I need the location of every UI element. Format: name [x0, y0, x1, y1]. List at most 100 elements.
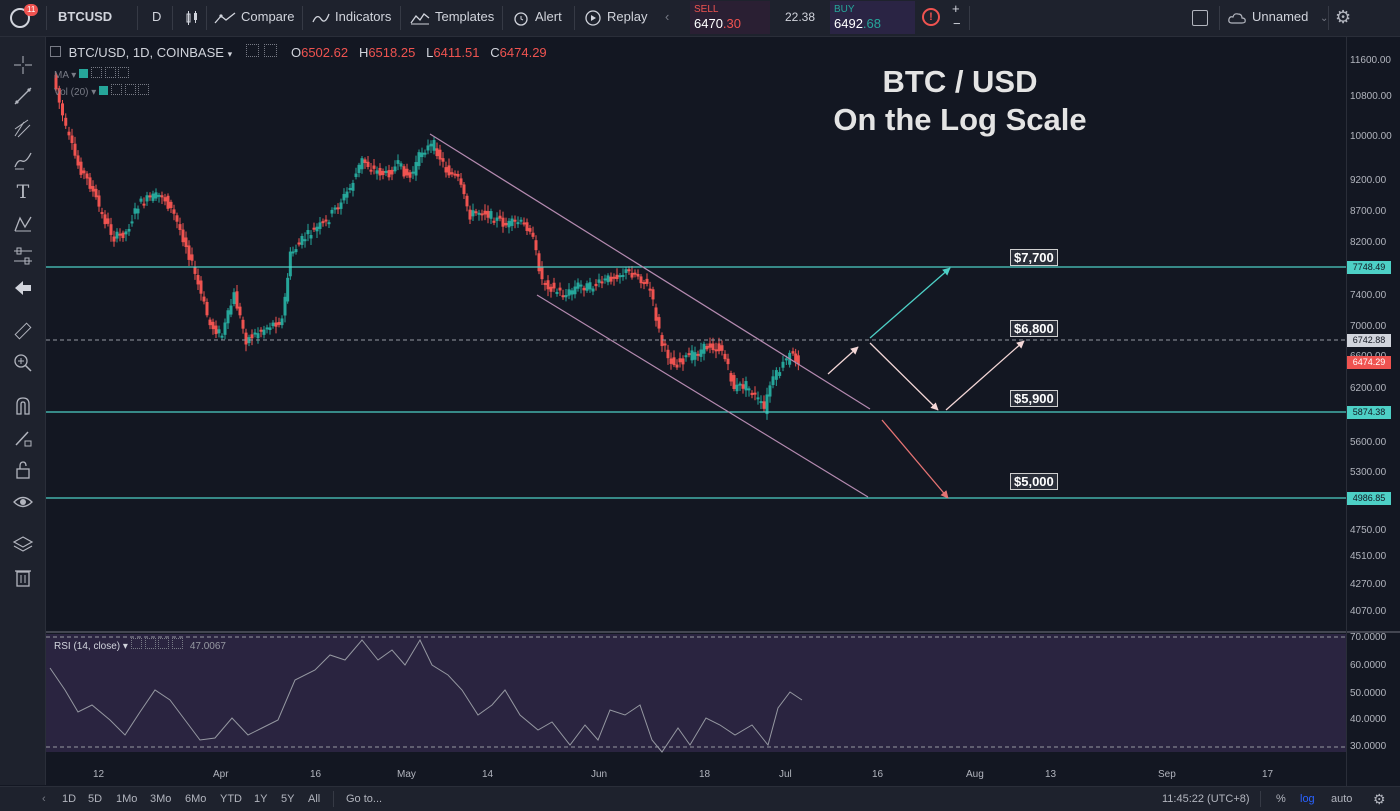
buy-panel[interactable]: BUY 6492.68	[830, 1, 915, 34]
candle-body	[654, 307, 658, 321]
ma-indicator-legend[interactable]: MA ▾	[54, 67, 130, 81]
annotation-title-line2: On the Log Scale	[833, 102, 1087, 137]
axis-box-5874: 5874.38	[1347, 406, 1391, 419]
range-button-1d[interactable]: 1D	[62, 793, 77, 805]
range-button-5d[interactable]: 5D	[88, 793, 103, 805]
pencil-lock-icon[interactable]	[12, 427, 34, 449]
candle-body	[324, 219, 328, 222]
range-button-5y[interactable]: 5Y	[281, 793, 295, 805]
goto-button[interactable]: Go to...	[346, 793, 383, 805]
candle-body	[423, 152, 427, 155]
pattern-icon[interactable]	[12, 213, 34, 235]
replay-button[interactable]: Replay	[584, 0, 647, 36]
trash-icon[interactable]	[12, 566, 34, 588]
candle-body	[393, 166, 397, 172]
templates-icon	[410, 12, 430, 25]
compare-icon	[214, 12, 236, 23]
ma-settings-icon[interactable]	[90, 67, 102, 78]
collapse-left-icon[interactable]: ‹	[42, 793, 46, 805]
candle-body	[597, 279, 601, 283]
log-scale-toggle[interactable]: log	[1300, 793, 1315, 805]
arrow-up-7700	[869, 267, 951, 339]
back-arrow-icon[interactable]	[12, 277, 34, 299]
candle-body	[778, 372, 782, 376]
legend-more-icon[interactable]	[264, 44, 278, 57]
ruler-icon[interactable]	[12, 320, 34, 342]
zoom-icon[interactable]	[12, 352, 34, 374]
fullscreen-icon[interactable]	[1192, 10, 1208, 26]
vol-settings-icon[interactable]	[110, 84, 122, 95]
vol-more-icon[interactable]	[138, 84, 150, 95]
range-button-1mo[interactable]: 1Mo	[116, 793, 138, 805]
symbol-search[interactable]: BTCUSD	[58, 9, 113, 24]
layout-menu[interactable]: Unnamed ⌄	[1227, 0, 1328, 36]
scale-settings-gear-icon[interactable]: ⚙	[1373, 791, 1386, 807]
candle-body	[558, 287, 562, 291]
date-axis-label: Sep	[1158, 769, 1176, 780]
chart-type-button[interactable]	[184, 0, 205, 36]
candle-body	[747, 388, 751, 391]
candle-body	[342, 194, 346, 201]
text-tool-icon[interactable]: T	[16, 181, 30, 203]
magnet-icon[interactable]	[12, 395, 34, 417]
rsi-settings-icon[interactable]	[144, 638, 156, 649]
clock[interactable]: 11:45:22 (UTC+8)	[1162, 793, 1250, 805]
prediction-icon[interactable]	[12, 245, 34, 267]
brush-icon[interactable]	[12, 149, 34, 171]
lock-icon[interactable]	[12, 459, 34, 481]
candle-body	[345, 191, 349, 198]
range-button-3mo[interactable]: 3Mo	[150, 793, 172, 805]
range-button-ytd[interactable]: YTD	[220, 793, 242, 805]
candle-body	[205, 302, 209, 316]
rsi-more-icon[interactable]	[172, 638, 184, 649]
crosshair-icon[interactable]	[12, 54, 34, 76]
zoom-out-icon[interactable]: −	[953, 16, 961, 31]
vol-close-icon[interactable]	[124, 84, 136, 95]
zoom-in-icon[interactable]: +	[952, 1, 960, 16]
rsi-legend[interactable]: RSI (14, close) ▾ 47.0067	[54, 638, 226, 652]
range-button-1y[interactable]: 1Y	[254, 793, 268, 805]
collapse-legend-icon[interactable]	[50, 46, 61, 57]
candle-body	[229, 305, 233, 315]
ma-eye-icon[interactable]	[79, 69, 89, 78]
range-button-all[interactable]: All	[308, 793, 321, 805]
price-axis[interactable]	[1346, 37, 1400, 786]
compare-button[interactable]: Compare	[214, 0, 294, 36]
sell-panel[interactable]: SELL 6470.30	[690, 1, 770, 34]
candle-body	[756, 397, 760, 400]
percent-scale-toggle[interactable]: %	[1276, 793, 1286, 805]
pitchfork-icon[interactable]	[12, 117, 34, 139]
layers-icon[interactable]	[12, 534, 34, 556]
ma-close-icon[interactable]	[104, 67, 116, 78]
alert-button[interactable]: Alert	[512, 0, 562, 36]
templates-button[interactable]: Templates	[410, 0, 494, 36]
info-icon[interactable]: !	[922, 8, 940, 26]
collapse-chevron-icon[interactable]: ‹	[665, 9, 670, 24]
settings-gear-icon[interactable]: ⚙	[1335, 7, 1352, 27]
indicators-button[interactable]: Indicators	[312, 0, 391, 36]
vol-eye-icon[interactable]	[99, 86, 109, 95]
rsi-eye-icon[interactable]	[130, 638, 142, 649]
interval-selector[interactable]: D	[152, 9, 162, 24]
candle-body	[459, 178, 463, 185]
notification-badge[interactable]: 11	[24, 4, 39, 16]
eye-icon[interactable]	[12, 491, 34, 513]
legend-settings-icon[interactable]	[245, 44, 259, 57]
rsi-close-icon[interactable]	[158, 638, 170, 649]
trend-line-icon[interactable]	[12, 85, 34, 107]
candle-body	[741, 384, 745, 389]
candle-body	[67, 131, 71, 136]
symbol-legend[interactable]: BTC/USD, 1D, COINBASE	[68, 45, 224, 60]
range-button-6mo[interactable]: 6Mo	[185, 793, 207, 805]
auto-scale-toggle[interactable]: auto	[1331, 793, 1353, 805]
volume-indicator-legend[interactable]: Vol (20) ▾	[54, 84, 150, 98]
candle-body	[603, 278, 607, 281]
candle-body	[303, 239, 307, 242]
logo-icon[interactable]	[10, 8, 30, 28]
legend-chevron-icon[interactable]: ▾	[227, 49, 233, 59]
candle-body	[663, 343, 667, 346]
candle-body	[259, 329, 263, 332]
candle-body	[375, 170, 379, 174]
ma-more-icon[interactable]	[118, 67, 130, 78]
